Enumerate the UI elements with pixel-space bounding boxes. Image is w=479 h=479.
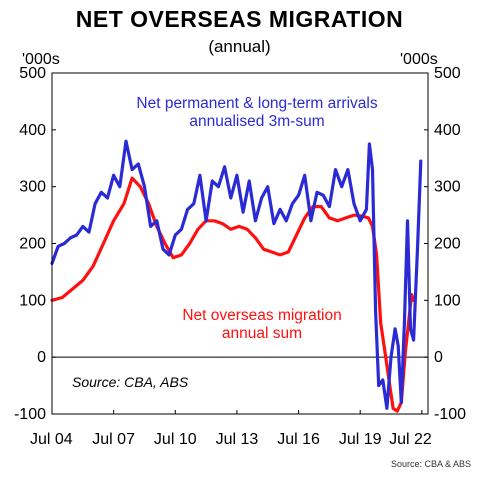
- y-tick-label-left: 500: [19, 65, 46, 82]
- y-tick-label-right: 0: [434, 349, 443, 366]
- y-tick-label-left: 400: [19, 122, 46, 139]
- red-series-label-line1: Net overseas migration: [182, 307, 341, 324]
- x-tick-label: Jul 04: [30, 431, 73, 448]
- y-unit-right: '000s: [400, 51, 438, 68]
- y-tick-label-right: 100: [434, 292, 461, 309]
- blue-series-label-line2: annualised 3m-sum: [189, 113, 324, 130]
- x-tick-label: Jul 22: [389, 431, 432, 448]
- y-tick-label-right: 400: [434, 122, 461, 139]
- chart-subtitle: (annual): [208, 37, 271, 56]
- x-axis: Jul 04 Jul 07 Jul 10 Jul 13 Jul 16 Jul 19 Jul …: [30, 410, 432, 448]
- source-annotation: Source: CBA, ABS: [72, 374, 189, 390]
- y-tick-label-right: 300: [434, 179, 461, 196]
- series-layer: [50, 139, 428, 413]
- chart-title: NET OVERSEAS MIGRATION: [75, 6, 404, 32]
- y-tick-label-left: 0: [37, 349, 46, 366]
- y-unit-left: '000s: [22, 51, 60, 68]
- y-tick-label-right: 500: [434, 65, 461, 82]
- red-series-label-line2: annual sum: [222, 325, 302, 342]
- y-axis-right: -100 0 100 200 300 400 500: [424, 65, 466, 423]
- y-tick-label-right: 200: [434, 236, 461, 253]
- x-tick-label: Jul 19: [339, 431, 382, 448]
- y-tick-label-left: 100: [19, 292, 46, 309]
- x-tick-label: Jul 16: [277, 431, 320, 448]
- x-tick-label: Jul 10: [154, 431, 197, 448]
- x-tick-label: Jul 13: [216, 431, 259, 448]
- plot-frame: [51, 72, 429, 415]
- x-tick-label: Jul 07: [92, 431, 135, 448]
- series-line-net-permanent-long-term-arrivals: [50, 139, 423, 410]
- footnote: Source: CBA & ABS: [390, 459, 471, 469]
- y-tick-label-left: 300: [19, 179, 46, 196]
- y-axis-left: -100 0 100 200 300 400 500: [14, 65, 56, 423]
- blue-series-label-line1: Net permanent & long-term arrivals: [136, 95, 377, 112]
- y-tick-label-left: -100: [14, 406, 46, 423]
- series-line-net-overseas-migration: [50, 176, 416, 413]
- y-tick-label-left: 200: [19, 236, 46, 253]
- y-tick-label-right: -100: [434, 406, 466, 423]
